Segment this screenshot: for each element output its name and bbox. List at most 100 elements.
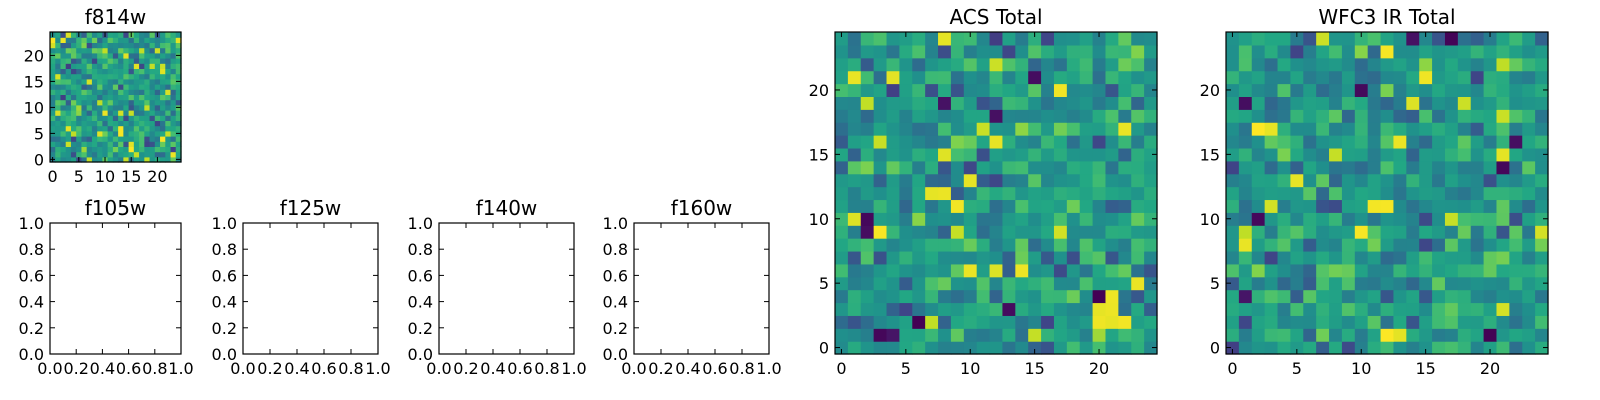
heatmap-cell [118,104,124,111]
heatmap-cell [1522,199,1536,213]
heatmap-cell [1002,302,1016,316]
heatmap-cell [1105,109,1119,123]
heatmap-cell [102,84,109,90]
heatmap-cell [899,250,913,265]
heatmap-cell [1028,302,1042,316]
heatmap-cell [1118,57,1132,72]
heatmap-cell [70,156,77,163]
heatmap-cell [144,42,151,49]
heatmap-cell [912,315,926,329]
heatmap-cell [1028,276,1042,291]
heatmap-cell [938,276,952,291]
heatmap-cell [1406,328,1420,342]
x-tick-label: 15 [1415,359,1435,378]
heatmap-cell [1105,263,1119,278]
heatmap-cell [175,37,182,43]
heatmap-cell [1053,263,1068,278]
heatmap-cell [165,151,172,158]
heatmap-cell [149,58,156,64]
heatmap-cell [1015,186,1029,201]
heatmap-cell [950,57,965,72]
heatmap-cell [1290,276,1304,291]
heatmap-cell [1092,302,1107,316]
heatmap-cell [1041,341,1055,355]
heatmap-cell [1354,109,1369,123]
heatmap-cell [1053,122,1068,136]
panel-title: ACS Total [949,5,1042,29]
heatmap-cell [1144,96,1158,110]
heatmap-cell [886,289,900,304]
heatmap-cell [1380,225,1395,239]
heatmap-cell [139,78,145,85]
heatmap-cell [170,32,177,38]
heatmap-cell [989,225,1004,239]
x-tick-label: 0.8 [142,359,167,378]
heatmap-cell [65,63,72,69]
heatmap-cell [1144,109,1158,123]
heatmap-cell [1290,238,1304,252]
heatmap-cell [1015,250,1029,265]
heatmap-cell [107,94,114,101]
heatmap-cell [86,125,93,132]
heatmap-cell [165,32,172,38]
heatmap-cell [139,32,145,38]
heatmap-cell [899,147,913,162]
heatmap-cell [1329,212,1343,226]
heatmap-cell [976,160,991,175]
heatmap-cell [1028,263,1042,278]
heatmap-cell [1053,70,1068,85]
heatmap-cell [1393,70,1407,85]
heatmap-cell [938,328,952,342]
heatmap-cell [1277,32,1291,46]
heatmap-cell [1329,238,1343,252]
heatmap-cell [1329,122,1343,136]
heatmap-cell [1226,160,1240,175]
heatmap-cell [165,68,172,75]
heatmap-cell [1105,199,1119,213]
heatmap-cell [91,78,98,85]
heatmap-cell [1277,238,1291,252]
heatmap-cell [112,104,119,111]
heatmap-cell [1483,83,1498,97]
heatmap-cell [160,99,166,106]
heatmap-cell [1354,32,1369,46]
heatmap-cell [1432,289,1446,304]
heatmap-cell [1367,212,1382,226]
heatmap-cell [1432,147,1446,162]
heatmap-cell [170,68,177,75]
heatmap-cell [1238,199,1253,213]
heatmap-cell [1354,212,1369,226]
heatmap-cell [144,115,151,121]
heatmap-cell [55,94,62,101]
heatmap-cell [989,147,1004,162]
heatmap-cell [1329,328,1343,342]
heatmap-cell [70,110,77,116]
heatmap-cell [154,104,161,111]
heatmap-cell [1092,263,1107,278]
heatmap-cell [133,42,140,49]
heatmap-cell [175,42,182,49]
heatmap-cell [1118,109,1132,123]
heatmap-cell [1432,186,1446,201]
heatmap-cell [91,104,98,111]
heatmap-cell [1393,122,1407,136]
heatmap-cell [149,63,156,69]
heatmap-cell [128,94,135,101]
heatmap-cell [1535,83,1549,97]
axes-frame [834,31,1158,355]
heatmap-cell [1144,122,1158,136]
heatmap-cell [1131,160,1145,175]
heatmap-cell [1264,96,1279,110]
heatmap-cell [160,125,166,132]
heatmap-cell [97,120,103,127]
heatmap-cell [118,58,124,64]
heatmap-cell [1079,70,1094,85]
heatmap-cell [123,151,130,158]
heatmap-cell [950,289,965,304]
heatmap-cell [1015,32,1029,46]
heatmap-cell [1238,238,1253,252]
heatmap-cell [1457,83,1472,97]
heatmap-cell [149,47,156,54]
